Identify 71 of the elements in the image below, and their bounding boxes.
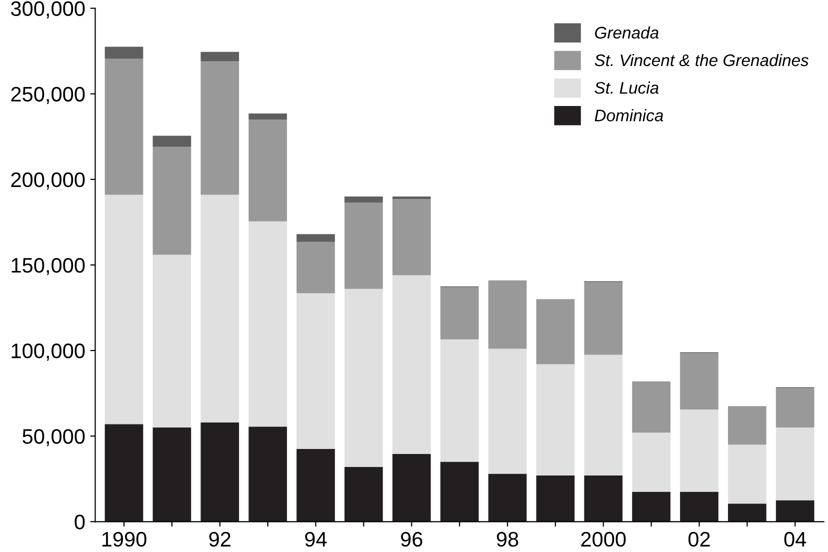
y-tick-label: 150,000 bbox=[12, 258, 85, 276]
y-tick-label: 0 bbox=[74, 514, 85, 530]
bar bbox=[248, 221, 287, 427]
bar bbox=[680, 492, 718, 522]
bar bbox=[248, 114, 287, 120]
x-tick-label: 96 bbox=[400, 532, 422, 547]
bar bbox=[344, 196, 383, 202]
bar bbox=[632, 381, 670, 433]
bar bbox=[536, 299, 575, 364]
bar bbox=[488, 474, 527, 522]
bar bbox=[440, 287, 479, 340]
legend-label: St. Lucia bbox=[594, 82, 659, 94]
bar bbox=[296, 293, 335, 449]
bar bbox=[440, 462, 479, 522]
y-tick-label: 50,000 bbox=[22, 429, 85, 446]
y-tick-label: 200,000 bbox=[11, 172, 85, 190]
bar bbox=[296, 242, 335, 294]
bar bbox=[488, 280, 527, 349]
bar bbox=[776, 388, 814, 428]
bar bbox=[584, 475, 623, 522]
bar bbox=[200, 194, 240, 422]
x-tick-label: 94 bbox=[305, 532, 327, 547]
x-tick-label: 2000 bbox=[581, 532, 626, 547]
x-tick-label: 98 bbox=[496, 532, 518, 547]
bar bbox=[680, 410, 718, 492]
bar bbox=[248, 120, 287, 222]
bar bbox=[632, 432, 670, 492]
bar bbox=[200, 61, 240, 195]
bar bbox=[776, 500, 814, 522]
bar bbox=[728, 444, 766, 504]
bar bbox=[152, 146, 192, 255]
bar bbox=[728, 504, 766, 522]
bar bbox=[680, 353, 718, 410]
bar bbox=[536, 475, 575, 522]
bar bbox=[536, 364, 575, 476]
bar bbox=[632, 492, 670, 522]
bar bbox=[200, 422, 240, 522]
bar bbox=[152, 428, 192, 522]
bar bbox=[104, 46, 144, 59]
bar bbox=[344, 202, 383, 289]
legend-label: Grenada bbox=[595, 26, 659, 39]
y-tick-label: 250,000 bbox=[11, 86, 85, 104]
bar bbox=[152, 136, 192, 147]
bar bbox=[344, 288, 383, 467]
bar bbox=[248, 426, 287, 522]
bar bbox=[296, 448, 335, 522]
bar bbox=[104, 194, 144, 424]
bar bbox=[488, 348, 527, 474]
bar bbox=[440, 339, 479, 462]
bar bbox=[392, 196, 431, 200]
x-tick-label: 02 bbox=[688, 532, 710, 547]
x-tick-label: 92 bbox=[209, 532, 230, 547]
bar bbox=[344, 466, 383, 522]
bar bbox=[776, 428, 814, 500]
y-tick-label: 100,000 bbox=[12, 344, 85, 361]
bar bbox=[104, 58, 144, 195]
legend-label: St. Vincent & the Grenadines bbox=[594, 54, 809, 66]
bar bbox=[392, 275, 431, 454]
legend-label: Dominica bbox=[594, 109, 664, 122]
bar bbox=[584, 282, 623, 355]
x-tick-label: 1990 bbox=[102, 532, 146, 547]
bar bbox=[392, 454, 431, 522]
bar bbox=[584, 354, 623, 476]
bar bbox=[104, 424, 144, 522]
x-tick-label: 04 bbox=[784, 532, 806, 547]
bar bbox=[728, 406, 766, 445]
bar bbox=[200, 52, 240, 62]
bar bbox=[392, 199, 431, 276]
bar bbox=[296, 234, 335, 242]
bar bbox=[152, 254, 192, 428]
y-tick-label: 300,000 bbox=[10, 1, 85, 18]
